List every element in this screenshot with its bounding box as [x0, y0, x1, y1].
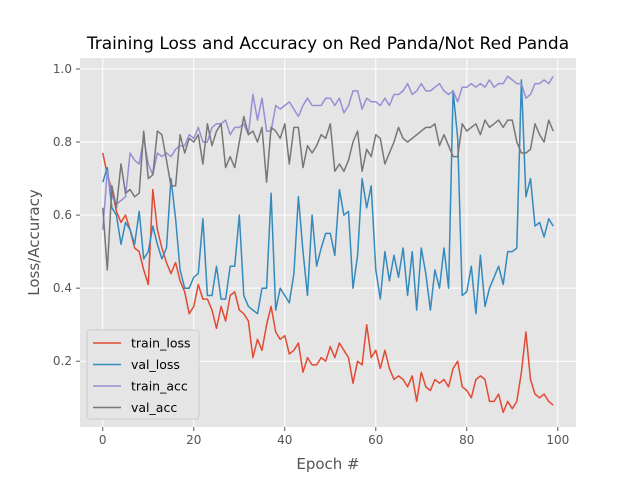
legend-label-val-acc: val_acc	[131, 400, 177, 415]
y-axis-label: Loss/Accuracy	[25, 189, 43, 296]
x-axis-ticks: 0 20 40 60 80 100	[99, 427, 569, 447]
x-tick-label: 40	[277, 433, 292, 447]
y-axis-ticks: 0.2 0.4 0.6 0.8 1.0	[53, 62, 80, 368]
x-tick-label: 100	[546, 433, 569, 447]
legend-box	[86, 329, 200, 420]
legend-label-train-loss: train_loss	[131, 336, 191, 351]
series-line-train-acc	[102, 75, 554, 230]
legend-label-val-loss: val_loss	[131, 357, 180, 372]
series-line-train-loss	[102, 152, 554, 414]
series-line-val-loss	[102, 79, 554, 315]
y-tick-label: 0.6	[53, 208, 72, 222]
chart-title: Training Loss and Accuracy on Red Panda/…	[86, 34, 569, 54]
x-tick-label: 60	[368, 433, 383, 447]
grid	[80, 58, 576, 427]
x-axis-label: Epoch #	[296, 455, 359, 473]
legend-label-train-acc: train_acc	[131, 379, 188, 394]
y-tick-label: 0.4	[53, 281, 72, 295]
y-tick-label: 1.0	[53, 62, 72, 76]
x-tick-label: 80	[459, 433, 474, 447]
y-tick-label: 0.2	[53, 354, 72, 368]
y-tick-label: 0.8	[53, 135, 72, 149]
series-group	[102, 75, 554, 414]
series-line-val-acc	[102, 115, 554, 271]
legend: train_loss val_loss train_acc val_acc	[86, 329, 200, 420]
x-tick-label: 20	[186, 433, 201, 447]
x-tick-label: 0	[99, 433, 107, 447]
